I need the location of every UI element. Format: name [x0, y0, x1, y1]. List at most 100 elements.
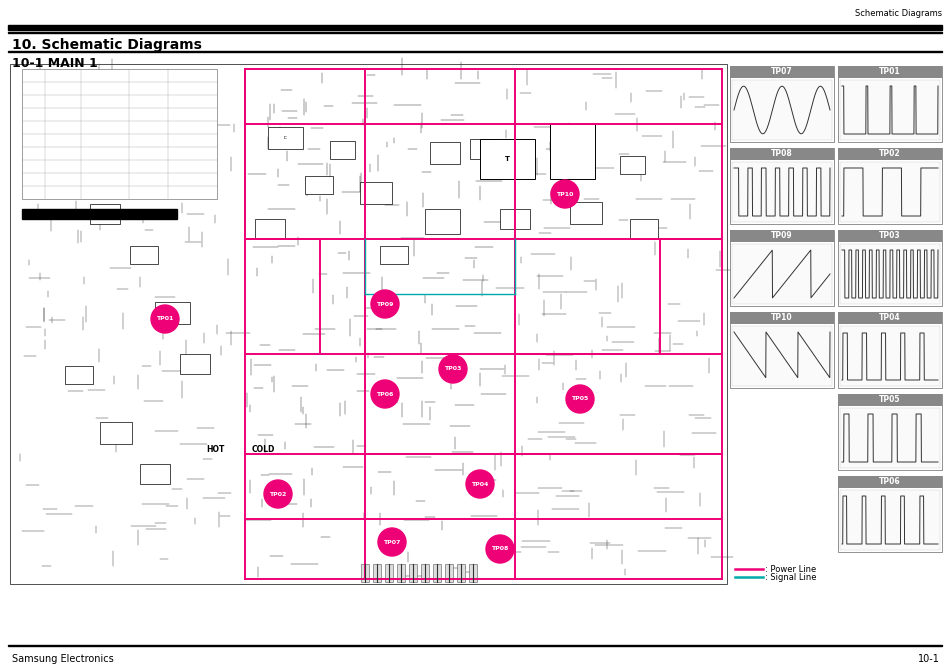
Bar [470, 139, 498, 159]
Bar [732, 80, 832, 140]
Bar [730, 312, 834, 388]
Bar [838, 312, 942, 388]
Bar [838, 312, 942, 324]
Text: 10-1: 10-1 [918, 654, 940, 664]
Bar [433, 564, 441, 582]
Bar [457, 564, 465, 582]
Bar [425, 209, 460, 234]
Bar [155, 302, 190, 324]
Text: TP06: TP06 [879, 478, 901, 487]
Text: 10-1 MAIN 1: 10-1 MAIN 1 [12, 57, 98, 70]
Bar [840, 490, 940, 550]
Text: T: T [504, 156, 509, 162]
Bar [361, 564, 369, 582]
Bar [730, 66, 834, 142]
Bar [65, 366, 93, 384]
Text: TP09: TP09 [376, 302, 393, 306]
Circle shape [264, 480, 292, 508]
Bar [380, 246, 408, 264]
Bar [100, 422, 132, 444]
Text: TP01: TP01 [157, 317, 174, 321]
Text: TP03: TP03 [445, 366, 462, 372]
Text: TP04: TP04 [471, 482, 488, 487]
Text: TP07: TP07 [383, 540, 401, 544]
Bar [421, 564, 429, 582]
Text: : Power Line: : Power Line [765, 564, 816, 573]
Bar [8, 51, 942, 52]
Text: TP01: TP01 [879, 67, 901, 77]
Bar [838, 148, 942, 160]
Bar [430, 142, 460, 164]
Circle shape [378, 528, 406, 556]
Bar [90, 204, 120, 224]
Bar [840, 408, 940, 468]
Circle shape [551, 180, 579, 208]
Bar [22, 209, 177, 219]
Bar [838, 230, 942, 242]
Text: Samsung Electronics: Samsung Electronics [12, 654, 114, 664]
Bar [838, 230, 942, 306]
Bar [330, 141, 355, 159]
Bar [22, 69, 217, 199]
Circle shape [566, 385, 594, 413]
Text: TP06: TP06 [376, 392, 393, 396]
Bar [630, 219, 658, 239]
Bar [730, 230, 834, 306]
Bar [732, 244, 832, 304]
Bar [480, 139, 535, 179]
Bar [730, 148, 834, 160]
Bar [550, 124, 595, 179]
Bar [255, 219, 285, 239]
Bar [838, 394, 942, 470]
Text: TP05: TP05 [880, 396, 901, 405]
Bar [730, 230, 834, 242]
Bar [838, 66, 942, 142]
Bar [500, 209, 530, 229]
Bar [838, 476, 942, 552]
Text: TP09: TP09 [771, 231, 793, 241]
Bar [373, 564, 381, 582]
Bar [838, 394, 942, 406]
Text: TP07: TP07 [771, 67, 793, 77]
Text: IC: IC [283, 136, 288, 140]
Text: TP02: TP02 [879, 149, 901, 159]
Bar [838, 66, 942, 78]
Circle shape [371, 380, 399, 408]
Text: TP08: TP08 [491, 546, 508, 552]
Bar [360, 182, 392, 204]
Circle shape [466, 470, 494, 498]
Bar [838, 148, 942, 224]
Bar [570, 202, 602, 224]
Bar [180, 354, 210, 374]
Text: TP08: TP08 [771, 149, 793, 159]
Bar [268, 127, 303, 149]
Bar [620, 156, 645, 174]
Bar [445, 564, 453, 582]
Text: TP05: TP05 [571, 396, 589, 401]
Bar [840, 244, 940, 304]
Bar [8, 645, 942, 646]
Text: HOT: HOT [206, 444, 224, 454]
Bar [409, 564, 417, 582]
Bar [732, 162, 832, 222]
Text: TP10: TP10 [771, 314, 793, 323]
Bar [8, 32, 942, 33]
Bar [730, 66, 834, 78]
Bar [130, 246, 158, 264]
Text: Schematic Diagrams: Schematic Diagrams [855, 9, 942, 19]
Bar [840, 326, 940, 386]
Bar [305, 176, 333, 194]
Bar [385, 564, 393, 582]
Text: : Signal Line: : Signal Line [765, 573, 816, 581]
Bar [732, 326, 832, 386]
Bar [730, 148, 834, 224]
Text: TP02: TP02 [269, 491, 287, 497]
Bar [838, 476, 942, 488]
Text: COLD: COLD [252, 444, 275, 454]
Bar [840, 162, 940, 222]
Bar [550, 134, 578, 154]
Bar [397, 564, 405, 582]
Circle shape [486, 535, 514, 563]
Circle shape [371, 290, 399, 318]
Text: TP04: TP04 [879, 314, 901, 323]
